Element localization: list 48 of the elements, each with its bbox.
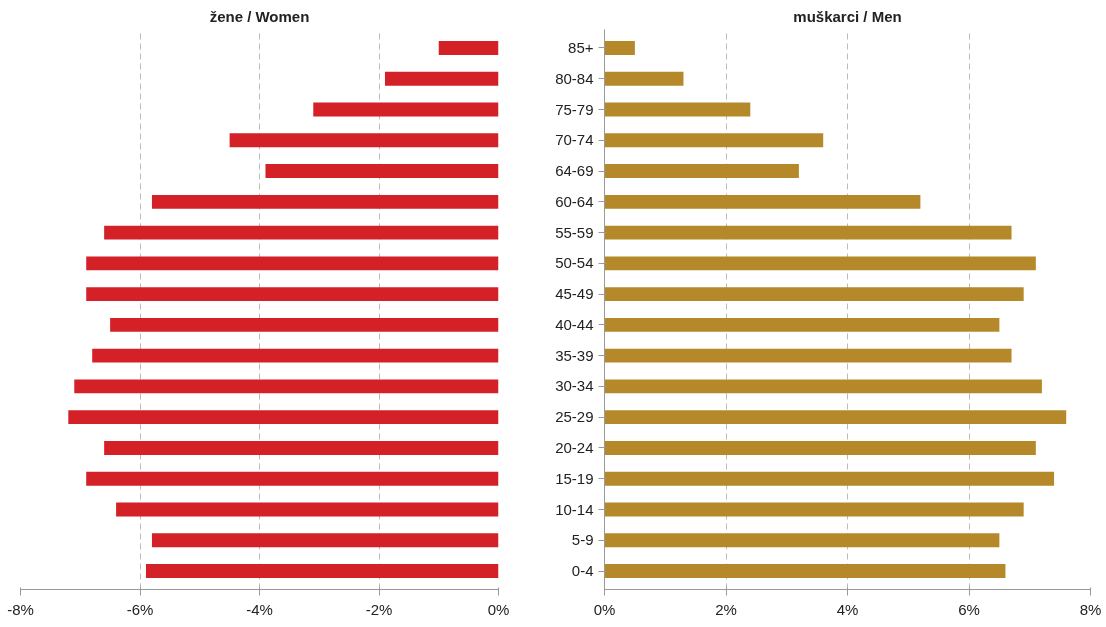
y-tick-label: 10-14 [555, 500, 594, 518]
y-tick-label: 60-64 [555, 192, 594, 210]
bar [604, 502, 1024, 517]
bar [604, 256, 1036, 271]
bar [604, 133, 824, 148]
bar [604, 348, 1012, 363]
bar [604, 533, 1000, 548]
bar [604, 194, 921, 209]
x-tick-label: -8% [7, 600, 34, 618]
x-tick-label: -4% [246, 600, 273, 618]
y-tick-label: 50-54 [555, 254, 594, 272]
bar [604, 164, 799, 178]
y-tick-label: 25-29 [555, 408, 594, 426]
y-tick-label: 55-59 [555, 223, 594, 241]
y-tick-label: 70-74 [555, 131, 594, 149]
y-tick-label: 0-4 [571, 562, 594, 580]
y-tick-label: 20-24 [555, 438, 594, 456]
x-tick-label: 4% [836, 600, 859, 618]
bar [604, 317, 1000, 332]
y-tick-label: 45-49 [555, 285, 594, 303]
y-tick-label: 40-44 [555, 315, 594, 333]
y-tick-label: 75-79 [555, 100, 594, 118]
y-tick-label: 80-84 [555, 69, 594, 87]
x-tick-label: 8% [1079, 600, 1102, 618]
chart-title: žene / Women [209, 7, 310, 25]
x-tick-label: 2% [715, 600, 737, 618]
x-tick-label: -6% [126, 600, 154, 618]
y-tick-label: 15-19 [555, 469, 594, 487]
x-tick-label: 6% [958, 600, 980, 618]
x-tick-label: -2% [365, 600, 393, 618]
bar [604, 225, 1012, 240]
bar [604, 102, 751, 117]
bar [604, 41, 635, 55]
y-tick-label: 64-69 [555, 162, 594, 180]
bar [604, 441, 1036, 455]
bar [604, 287, 1024, 302]
bar [604, 410, 1067, 425]
y-tick-label: 35-39 [555, 346, 594, 364]
bar [604, 564, 1006, 578]
y-tick-label: 5-9 [571, 531, 594, 549]
bar [604, 379, 1042, 394]
bar [604, 471, 1055, 486]
y-tick-label: 85+ [568, 38, 594, 56]
bar [604, 71, 684, 86]
y-tick-label: 30-34 [555, 377, 594, 395]
chart-title: muškarci / Men [793, 7, 902, 25]
x-tick-label: 0% [593, 600, 616, 618]
x-tick-label: 0% [487, 600, 510, 618]
